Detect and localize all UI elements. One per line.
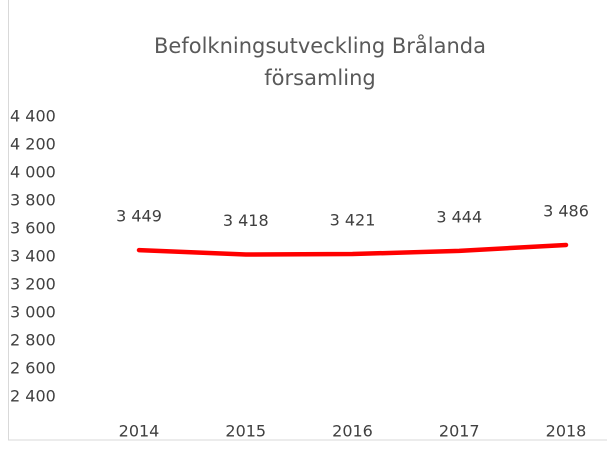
x-tick-label: 2017 xyxy=(439,422,480,441)
data-label: 3 444 xyxy=(436,207,482,226)
x-tick-label: 2014 xyxy=(119,422,160,441)
y-tick-label: 3 000 xyxy=(10,303,56,322)
chart-frame xyxy=(8,0,607,441)
y-tick-label: 2 400 xyxy=(10,387,56,406)
data-label: 3 421 xyxy=(330,211,376,230)
y-tick-label: 4 400 xyxy=(10,107,56,126)
y-tick-label: 3 600 xyxy=(10,219,56,238)
y-tick-label: 4 000 xyxy=(10,163,56,182)
data-label: 3 418 xyxy=(223,211,269,230)
y-tick-label: 2 800 xyxy=(10,331,56,350)
x-tick-label: 2018 xyxy=(546,422,587,441)
y-tick-label: 2 600 xyxy=(10,359,56,378)
line-series xyxy=(136,242,569,257)
chart-title: Befolkningsutveckling Brålanda församlin… xyxy=(154,34,486,90)
x-tick-label: 2015 xyxy=(225,422,266,441)
y-tick-label: 3 200 xyxy=(10,275,56,294)
data-label: 3 449 xyxy=(116,207,162,226)
x-tick-label: 2016 xyxy=(332,422,373,441)
y-tick-label: 3 800 xyxy=(10,191,56,210)
y-tick-label: 3 400 xyxy=(10,247,56,266)
data-label: 3 486 xyxy=(543,201,589,220)
y-tick-label: 4 200 xyxy=(10,135,56,154)
